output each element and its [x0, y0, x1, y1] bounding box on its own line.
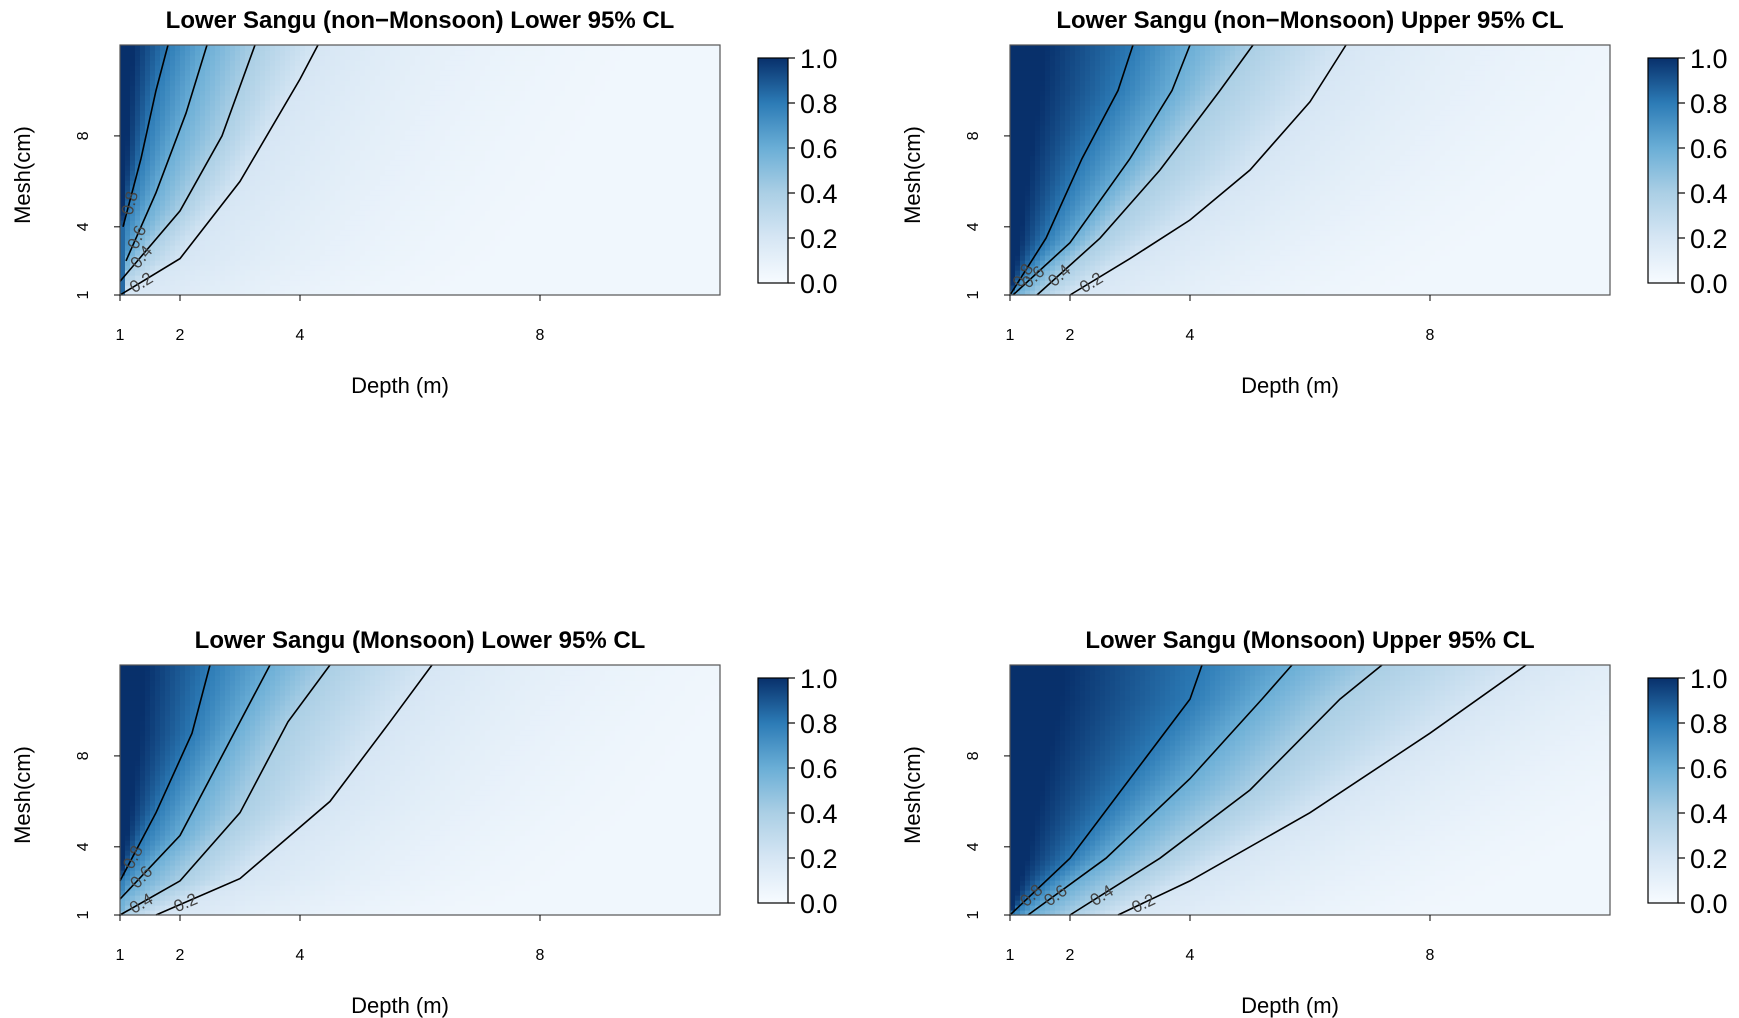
- heatmap-field: [1010, 665, 1611, 916]
- x-tick-label: 4: [1186, 947, 1195, 964]
- colorbar-tick-label: 0.4: [1690, 179, 1728, 209]
- colorbar-tick-label: 1.0: [800, 664, 838, 694]
- colorbar-tick-label: 0.8: [800, 709, 838, 739]
- x-axis-label: Depth (m): [351, 373, 449, 398]
- y-tick-label: 1: [75, 910, 92, 919]
- contour-line-0.4: [119, 44, 256, 282]
- contour-line-0.8: [1009, 44, 1134, 296]
- chart-title: Lower Sangu (Monsoon) Upper 95% CL: [1085, 627, 1534, 654]
- colorbar-tick-label: 0.6: [1690, 754, 1728, 784]
- contour-line-0.6: [125, 44, 208, 262]
- y-tick-label: 8: [965, 751, 982, 760]
- x-tick-label: 2: [176, 947, 185, 964]
- colorbar-tick-label: 0.4: [800, 799, 838, 829]
- colorbar-tick-label: 0.4: [1690, 799, 1728, 829]
- x-tick-label: 8: [1426, 947, 1435, 964]
- contour-line-0.2: [119, 44, 319, 296]
- chart-panel-2: 0.2 0.4 0.6 0.8 Lower Sangu (non−Monsoon) Up…: [900, 7, 1728, 398]
- contour-line-0.8: [122, 44, 169, 228]
- x-axis-label: Depth (m): [351, 993, 449, 1018]
- heatmap-field: [1010, 45, 1611, 296]
- x-tick-label: 1: [116, 947, 125, 964]
- y-tick-label: 8: [75, 751, 92, 760]
- x-tick-label: 1: [1006, 947, 1015, 964]
- chart-panel-1: 0.2 0.4 0.6 0.8 Lower Sangu (non−Monsoon) Lo…: [10, 7, 838, 398]
- colorbar: [1647, 677, 1679, 904]
- colorbar-tick-label: 0.0: [800, 889, 838, 919]
- y-axis-label: Mesh(cm): [900, 746, 925, 844]
- colorbar-tick-label: 0.8: [1690, 709, 1728, 739]
- x-tick-label: 4: [296, 947, 305, 964]
- plot-frame: [1009, 664, 1611, 916]
- x-tick-label: 8: [536, 947, 545, 964]
- contour-line-0.2: [1117, 664, 1527, 916]
- y-tick-label: 8: [965, 131, 982, 140]
- x-tick-label: 2: [1066, 947, 1075, 964]
- y-tick-label: 4: [965, 222, 982, 231]
- x-tick-label: 4: [296, 327, 305, 344]
- y-axis-label: Mesh(cm): [10, 126, 35, 224]
- y-axis-label: Mesh(cm): [10, 746, 35, 844]
- x-tick-label: 1: [116, 327, 125, 344]
- chart-title: Lower Sangu (non−Monsoon) Upper 95% CL: [1056, 7, 1563, 34]
- x-tick-label: 8: [1426, 327, 1435, 344]
- colorbar-tick-label: 0.0: [1690, 889, 1728, 919]
- colorbar-tick-label: 0.6: [800, 134, 838, 164]
- colorbar-tick-label: 0.0: [1690, 269, 1728, 299]
- colorbar-tick-label: 1.0: [800, 44, 838, 74]
- chart-title: Lower Sangu (Monsoon) Lower 95% CL: [195, 627, 646, 654]
- colorbar-tick-label: 0.6: [1690, 134, 1728, 164]
- plot-frame: [119, 44, 721, 296]
- contour-line-0.8: [1009, 664, 1203, 916]
- colorbar: [1647, 57, 1679, 284]
- plot-frame: [1009, 44, 1611, 296]
- colorbar-tick-label: 0.2: [800, 224, 838, 254]
- y-axis-label: Mesh(cm): [900, 126, 925, 224]
- x-tick-label: 4: [1186, 327, 1195, 344]
- contour-line-0.4: [1069, 664, 1383, 916]
- colorbar-tick-label: 0.8: [1690, 89, 1728, 119]
- y-tick-label: 4: [75, 842, 92, 851]
- colorbar-tick-label: 0.2: [1690, 844, 1728, 874]
- chart-panel-3: 0.2 0.4 0.6 0.8 Lower Sangu (Monsoon) Lower …: [10, 627, 838, 1018]
- plot-frame: [119, 664, 721, 916]
- y-tick-label: 1: [75, 290, 92, 299]
- chart-title: Lower Sangu (non−Monsoon) Lower 95% CL: [166, 7, 675, 34]
- y-tick-label: 8: [75, 131, 92, 140]
- colorbar: [757, 677, 789, 904]
- colorbar-tick-label: 0.8: [800, 89, 838, 119]
- colorbar-tick-label: 0.2: [1690, 224, 1728, 254]
- contour-line-0.4: [1036, 44, 1254, 296]
- colorbar-tick-label: 0.4: [800, 179, 838, 209]
- x-tick-label: 2: [176, 327, 185, 344]
- y-tick-label: 4: [965, 842, 982, 851]
- contour-line-0.4: [119, 664, 331, 916]
- chart-panel-4: 0.2 0.4 0.6 0.8 Lower Sangu (Monsoon) Upper …: [900, 627, 1728, 1018]
- heatmap-field: [120, 45, 721, 296]
- colorbar-tick-label: 0.0: [800, 269, 838, 299]
- y-tick-label: 1: [965, 910, 982, 919]
- colorbar-tick-label: 0.6: [800, 754, 838, 784]
- contour-line-0.2: [1069, 44, 1347, 296]
- x-tick-label: 2: [1066, 327, 1075, 344]
- colorbar-tick-label: 1.0: [1690, 664, 1728, 694]
- heatmap-field: [120, 665, 721, 916]
- colorbar-tick-label: 0.2: [800, 844, 838, 874]
- contour-line-0.2: [155, 664, 433, 916]
- contour-line-0.6: [1027, 664, 1293, 916]
- colorbar: [757, 57, 789, 284]
- x-tick-label: 8: [536, 327, 545, 344]
- y-tick-label: 4: [75, 222, 92, 231]
- x-axis-label: Depth (m): [1241, 993, 1339, 1018]
- contour-line-0.6: [119, 664, 271, 900]
- contour-line-0.6: [1012, 44, 1191, 296]
- contour-line-0.8: [119, 664, 211, 882]
- y-tick-label: 1: [965, 290, 982, 299]
- colorbar-tick-label: 1.0: [1690, 44, 1728, 74]
- x-axis-label: Depth (m): [1241, 373, 1339, 398]
- x-tick-label: 1: [1006, 327, 1015, 344]
